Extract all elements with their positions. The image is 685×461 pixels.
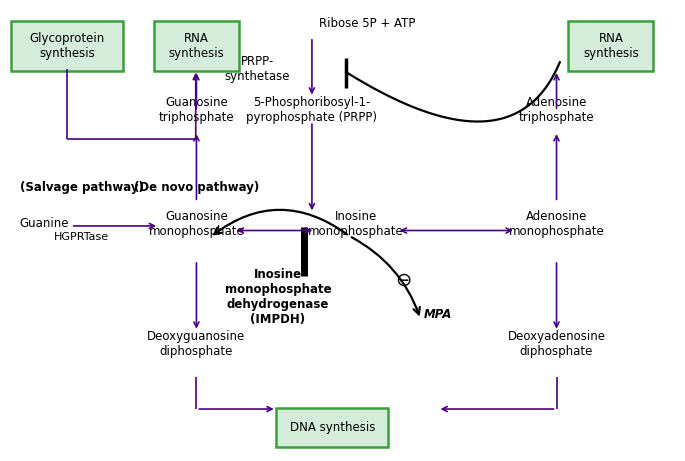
Text: HGPRTase: HGPRTase <box>53 232 109 242</box>
Text: MPA: MPA <box>424 308 452 321</box>
FancyBboxPatch shape <box>154 21 239 71</box>
Text: 5-Phosphoribosyl-1-
pyrophosphate (PRPP): 5-Phosphoribosyl-1- pyrophosphate (PRPP) <box>247 96 377 124</box>
Text: (De novo pathway): (De novo pathway) <box>134 181 259 194</box>
Text: Deoxyguanosine
diphosphate: Deoxyguanosine diphosphate <box>147 331 245 358</box>
Text: Adenosine
triphosphate: Adenosine triphosphate <box>519 96 595 124</box>
Text: Deoxyadenosine
diphosphate: Deoxyadenosine diphosphate <box>508 331 606 358</box>
Text: Glycoprotein
synthesis: Glycoprotein synthesis <box>29 32 105 60</box>
FancyBboxPatch shape <box>11 21 123 71</box>
Text: ⊖: ⊖ <box>395 271 412 290</box>
Text: PRPP-
synthetase: PRPP- synthetase <box>225 55 290 83</box>
Text: Guanosine
triphosphate: Guanosine triphosphate <box>159 96 234 124</box>
Text: DNA synthesis: DNA synthesis <box>290 421 375 434</box>
Text: Inosine
monophosphate: Inosine monophosphate <box>308 210 404 238</box>
Text: Guanine: Guanine <box>20 217 69 230</box>
Text: Guanosine
monophosphate: Guanosine monophosphate <box>149 210 245 238</box>
Text: RNA
synthesis: RNA synthesis <box>169 32 224 60</box>
Text: Inosine
monophosphate
dehydrogenase
(IMPDH): Inosine monophosphate dehydrogenase (IMP… <box>225 267 332 325</box>
Text: RNA
synthesis: RNA synthesis <box>583 32 638 60</box>
Text: (Salvage pathway): (Salvage pathway) <box>20 181 144 194</box>
Text: Ribose 5P + ATP: Ribose 5P + ATP <box>319 17 415 30</box>
FancyBboxPatch shape <box>276 408 388 447</box>
FancyBboxPatch shape <box>569 21 653 71</box>
Text: Adenosine
monophosphate: Adenosine monophosphate <box>509 210 604 238</box>
